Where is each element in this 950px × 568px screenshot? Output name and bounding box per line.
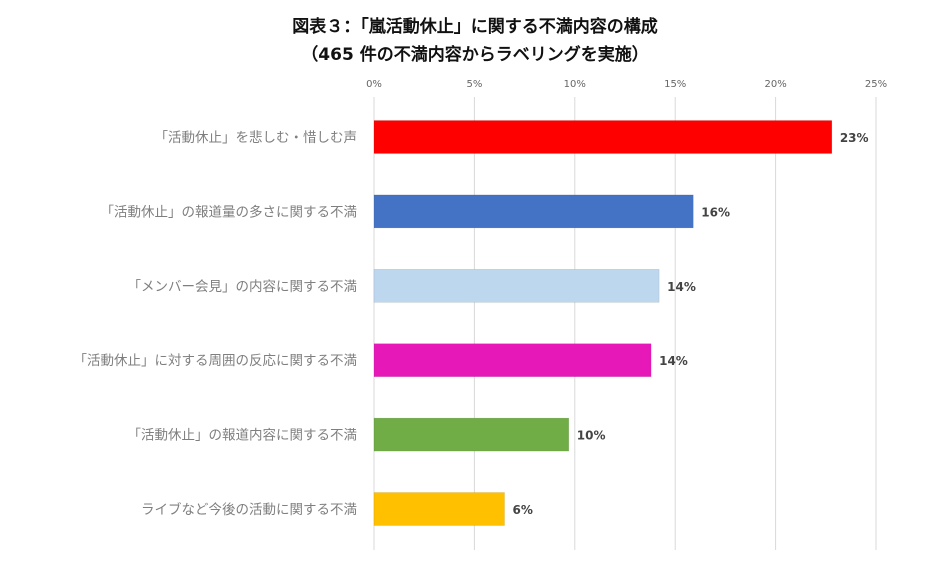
data-label: 14%	[659, 354, 688, 368]
category-label: 「活動休止」の報道内容に関する不満	[128, 427, 358, 444]
bar	[373, 492, 505, 526]
chart-title: 図表３：「嵐活動休止」に関する不満内容の構成	[292, 17, 658, 37]
bar	[373, 343, 652, 378]
category-label: ライブなど今後の活動に関する不満	[141, 501, 357, 518]
x-tick-label: 0%	[366, 79, 382, 90]
x-tick-label: 15%	[664, 79, 686, 90]
chart-subtitle: （465 件の不満内容からラベリングを実施）	[301, 45, 649, 65]
category-label: 「メンバー会見」の内容に関する不満	[128, 278, 358, 295]
x-tick-label: 5%	[466, 79, 482, 90]
data-labels: 23% 16% 14% 14% 10% 6%	[513, 131, 869, 517]
x-tick-label: 20%	[764, 79, 786, 90]
x-axis-ticks: 0% 5% 10% 15% 20% 25%	[366, 79, 887, 90]
data-label: 6%	[513, 503, 533, 517]
category-label: 「活動休止」の報道量の多さに関する不満	[101, 203, 358, 220]
gridlines	[373, 97, 877, 550]
x-tick-label: 10%	[564, 79, 586, 90]
data-label: 16%	[701, 205, 730, 219]
bar	[373, 120, 833, 154]
data-label: 14%	[667, 280, 696, 294]
bar	[373, 417, 570, 452]
data-label: 10%	[577, 429, 606, 443]
category-labels: 「活動休止」を悲しむ・惜しむ声「活動休止」の報道量の多さに関する不満「メンバー会…	[74, 129, 358, 518]
bar	[373, 194, 694, 229]
x-tick-label: 25%	[865, 79, 887, 90]
category-label: 「活動休止」に対する周囲の反応に関する不満	[74, 353, 358, 369]
category-label: 「活動休止」を悲しむ・惜しむ声	[155, 129, 358, 146]
bar	[373, 268, 660, 303]
data-label: 23%	[840, 131, 869, 145]
bars	[373, 120, 833, 526]
